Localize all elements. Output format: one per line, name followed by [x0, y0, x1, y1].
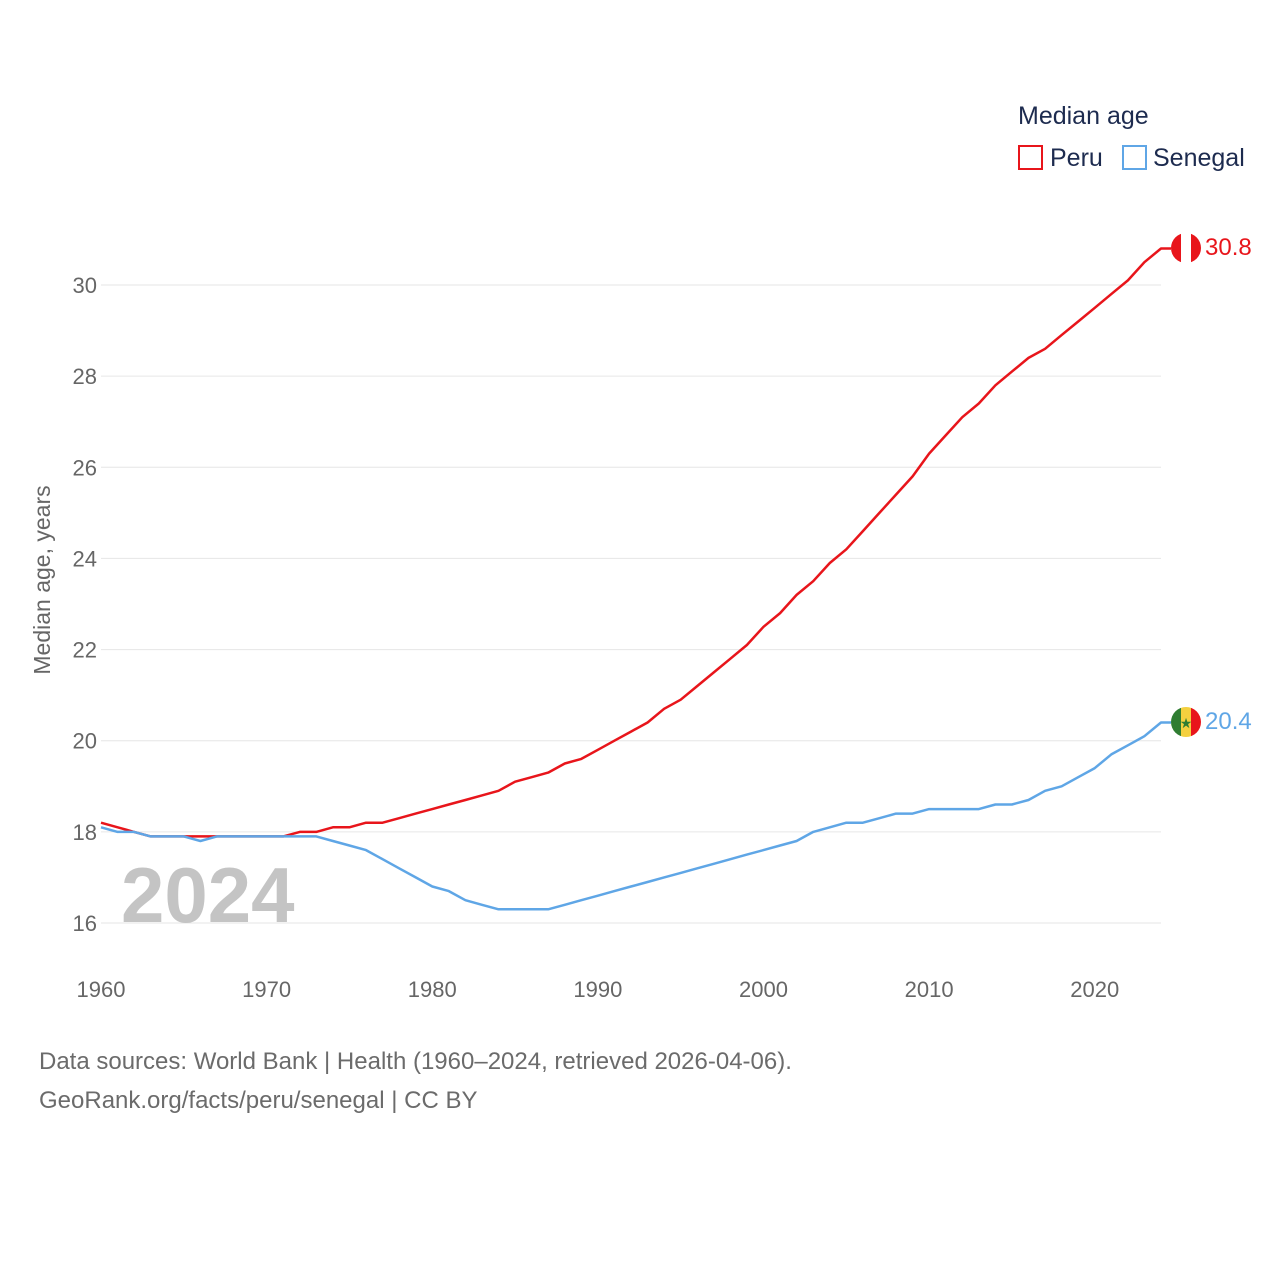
- year-watermark: 2024: [121, 851, 295, 939]
- y-tick-label: 22: [73, 638, 97, 663]
- legend-title: Median age: [1018, 102, 1149, 130]
- grid: [101, 284, 1161, 924]
- data-source-text: Data sources: World Bank | Health (1960–…: [39, 1048, 792, 1075]
- x-tick-label: 2010: [905, 977, 954, 1002]
- senegal-flag-icon: ★: [1171, 707, 1201, 737]
- y-axis-label: Median age, years: [29, 485, 55, 674]
- legend-swatch-senegal[interactable]: [1122, 145, 1147, 170]
- y-tick-label: 26: [73, 455, 97, 480]
- series-line-peru[interactable]: [100, 247, 1171, 838]
- x-tick-label: 2020: [1070, 977, 1119, 1002]
- x-tick-label: 1960: [77, 977, 126, 1002]
- series-line-senegal[interactable]: [100, 721, 1171, 911]
- y-tick-label: 30: [73, 273, 97, 298]
- peru-flag-icon: [1171, 233, 1201, 263]
- legend-swatch-peru[interactable]: [1018, 145, 1043, 170]
- y-tick-label: 16: [73, 911, 97, 936]
- svg-text:★: ★: [1180, 715, 1193, 731]
- end-label-senegal: 20.4: [1205, 708, 1252, 735]
- series-lines: [100, 247, 1171, 911]
- x-axis-ticks: 1960 1970 1980 1990 2000 2010 2020: [77, 977, 1120, 1002]
- end-label-peru: 30.8: [1205, 234, 1252, 261]
- y-tick-label: 28: [73, 364, 97, 389]
- y-tick-label: 20: [73, 729, 97, 754]
- legend: Median age Peru Senegal: [1018, 102, 1245, 172]
- x-tick-label: 1990: [573, 977, 622, 1002]
- x-tick-label: 1980: [408, 977, 457, 1002]
- legend-label-senegal[interactable]: Senegal: [1153, 144, 1245, 172]
- x-tick-label: 2000: [739, 977, 788, 1002]
- y-axis-ticks: 16 18 20 22 24 26 28 30: [73, 273, 97, 936]
- y-tick-label: 18: [73, 820, 97, 845]
- x-tick-label: 1970: [242, 977, 291, 1002]
- y-tick-label: 24: [73, 546, 97, 571]
- legend-label-peru[interactable]: Peru: [1050, 144, 1103, 172]
- attribution-link[interactable]: GeoRank.org/facts/peru/senegal | CC BY: [39, 1087, 477, 1114]
